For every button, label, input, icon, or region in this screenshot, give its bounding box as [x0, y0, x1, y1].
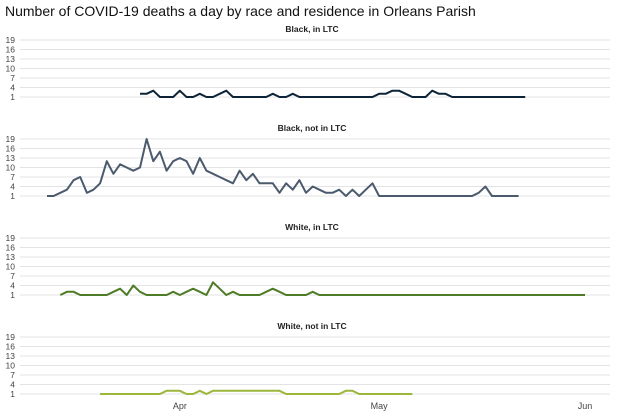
- panel-title: White, in LTC: [285, 222, 339, 232]
- y-tick-label: 1: [10, 389, 15, 399]
- panel-title: White, not in LTC: [277, 321, 346, 331]
- y-tick-label: 13: [6, 54, 16, 64]
- y-tick-label: 19: [6, 332, 16, 342]
- series-line: [100, 389, 413, 395]
- x-tick-label: May: [371, 401, 389, 411]
- y-tick-label: 4: [10, 281, 15, 291]
- y-tick-label: 1: [10, 290, 15, 300]
- y-tick-label: 10: [6, 361, 16, 371]
- y-tick-label: 7: [10, 271, 15, 281]
- y-tick-label: 13: [6, 252, 16, 262]
- y-tick-label: 1: [10, 92, 15, 102]
- x-tick-label: Jun: [578, 401, 593, 411]
- y-tick-label: 16: [6, 342, 16, 352]
- chart-title: Number of COVID-19 deaths a day by race …: [5, 3, 476, 19]
- y-tick-label: 4: [10, 83, 15, 93]
- y-tick-label: 16: [6, 243, 16, 253]
- y-tick-label: 4: [10, 380, 15, 390]
- y-tick-label: 7: [10, 370, 15, 380]
- series-line: [47, 138, 519, 197]
- panel-title: Black, not in LTC: [278, 123, 347, 133]
- y-tick-label: 13: [6, 153, 16, 163]
- y-tick-label: 19: [6, 35, 16, 45]
- y-tick-label: 19: [6, 233, 16, 243]
- y-tick-label: 7: [10, 73, 15, 83]
- y-tick-label: 7: [10, 172, 15, 182]
- y-tick-label: 16: [6, 144, 16, 154]
- x-tick-label: Apr: [173, 401, 187, 411]
- y-tick-label: 19: [6, 134, 16, 144]
- y-tick-label: 1: [10, 191, 15, 201]
- y-tick-label: 4: [10, 182, 15, 192]
- y-tick-label: 10: [6, 262, 16, 272]
- series-line: [59, 281, 585, 296]
- y-tick-label: 10: [6, 163, 16, 173]
- panel-title: Black, in LTC: [285, 24, 338, 34]
- y-tick-label: 16: [6, 45, 16, 55]
- series-line: [140, 89, 526, 98]
- y-tick-label: 13: [6, 351, 16, 361]
- y-tick-label: 10: [6, 64, 16, 74]
